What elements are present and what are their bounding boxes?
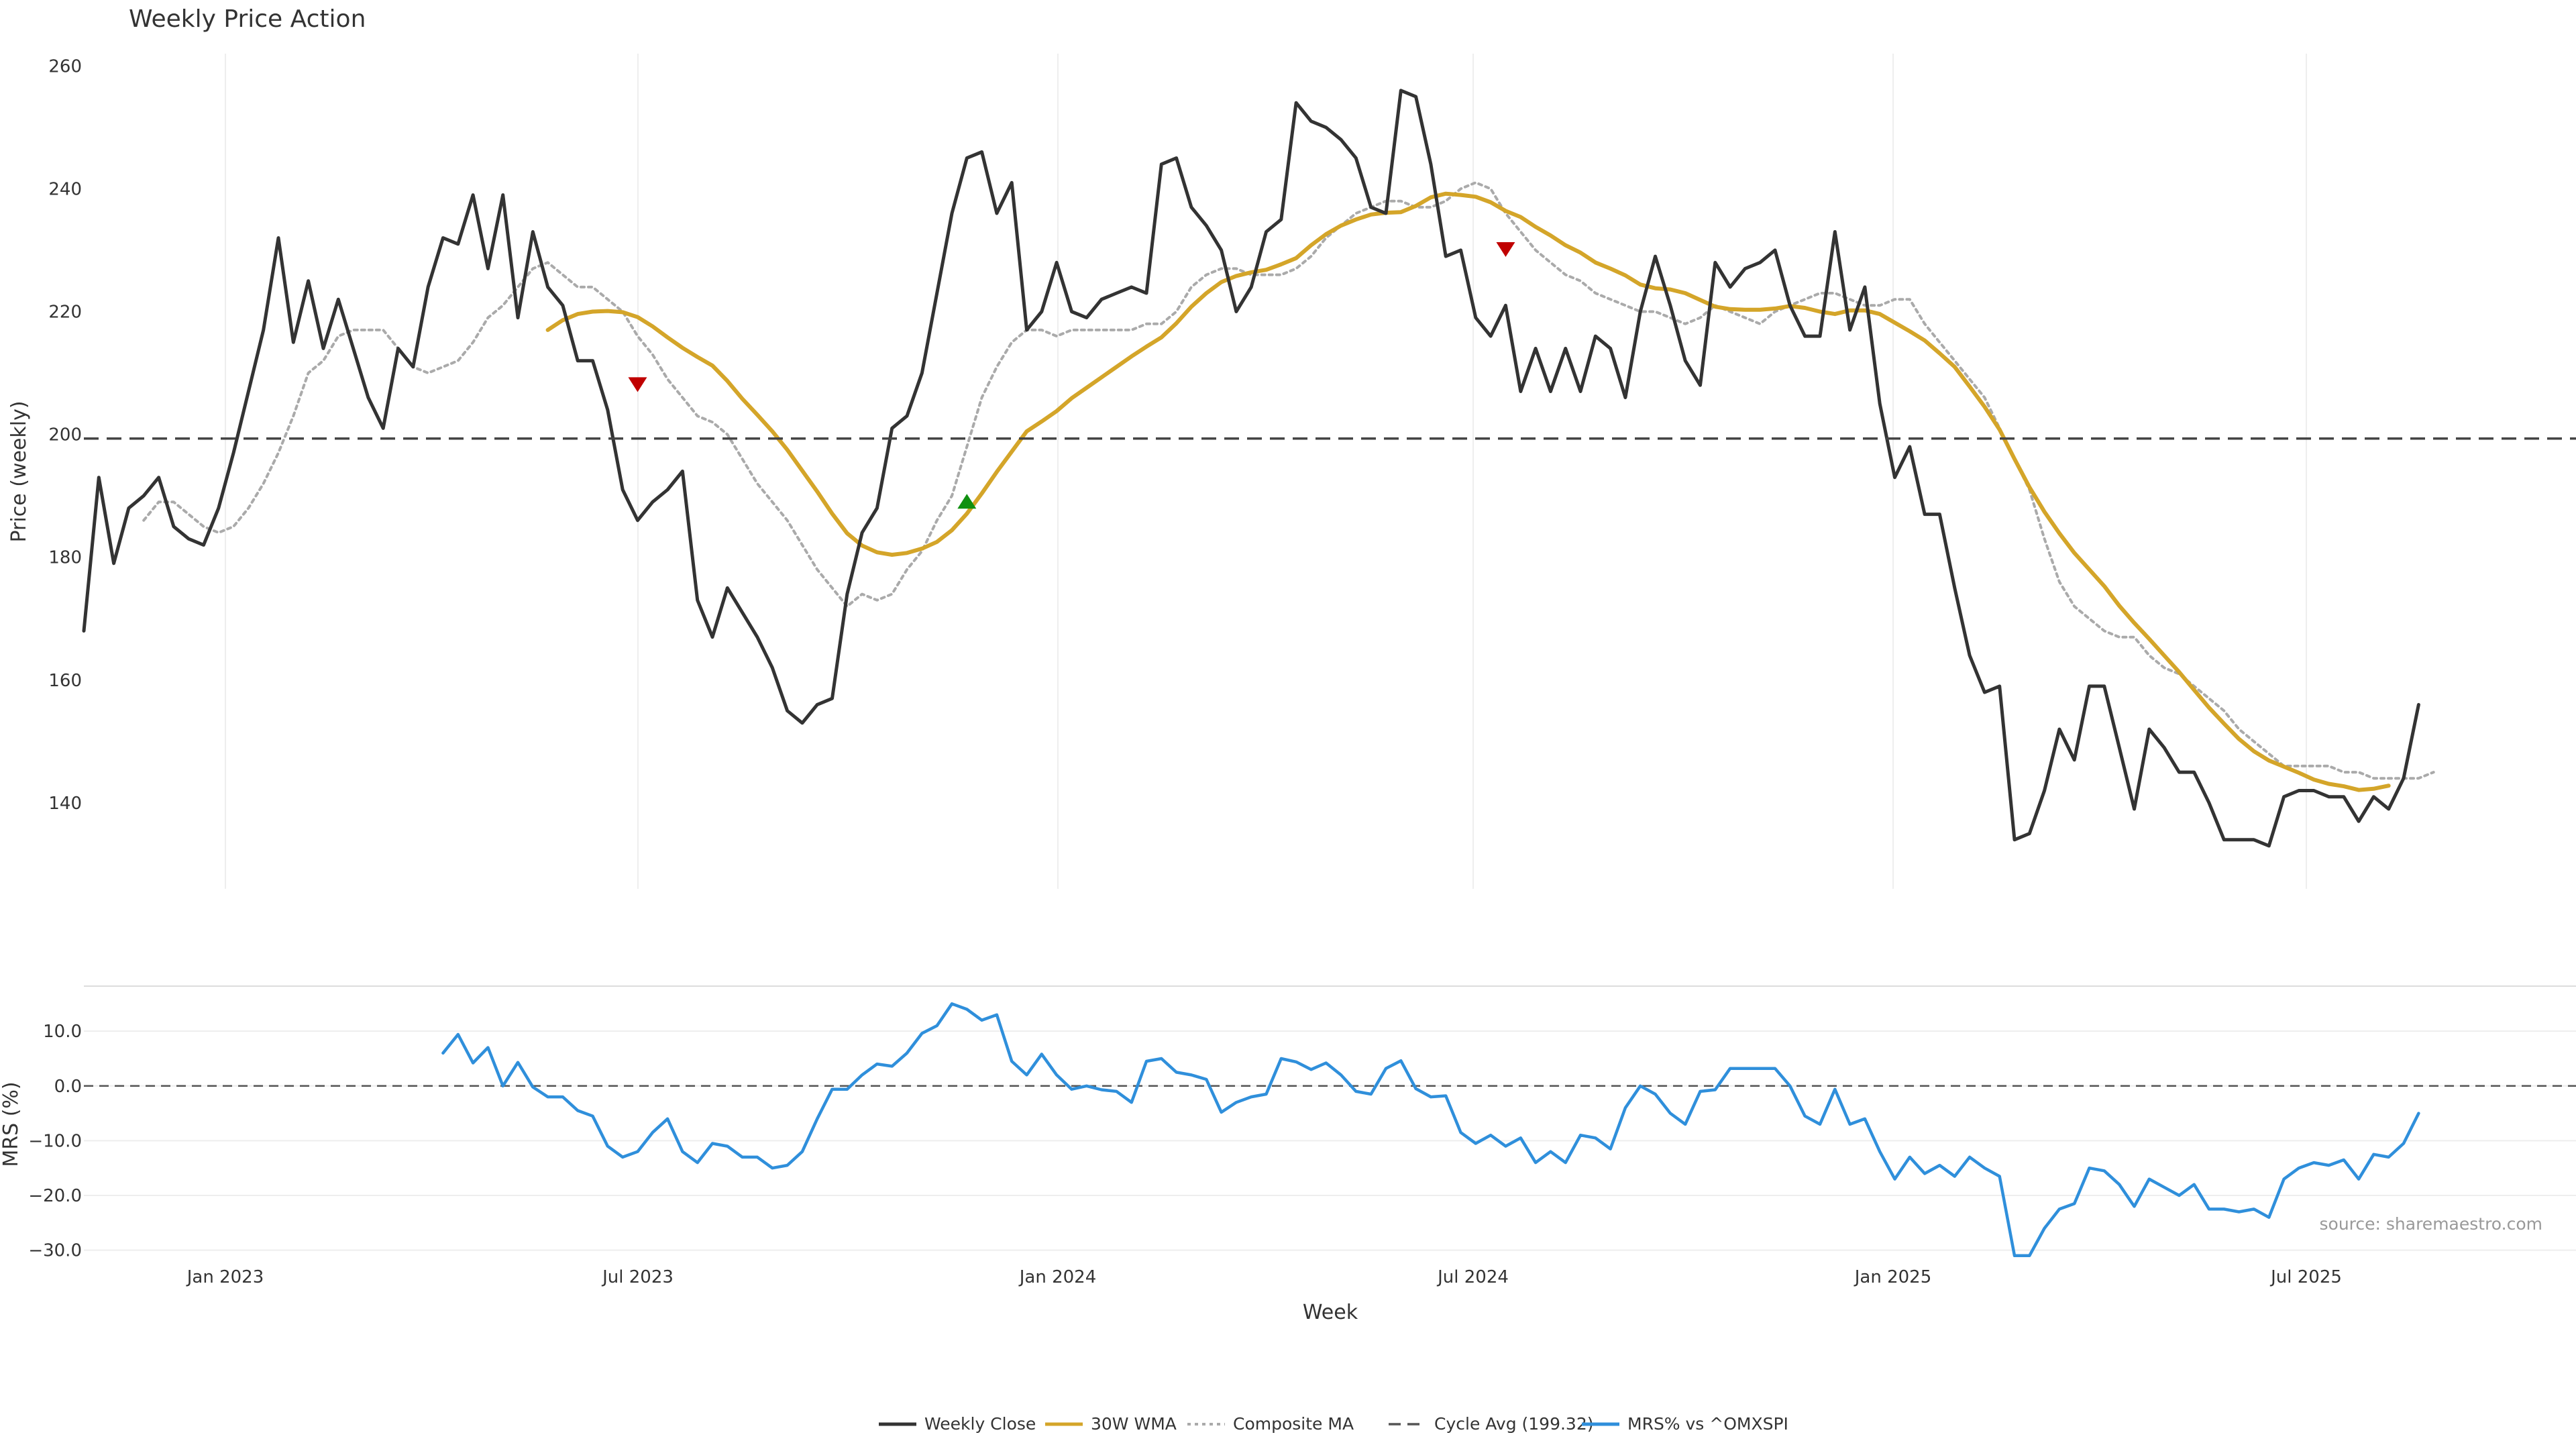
price-y-tick-label: 220: [48, 302, 82, 322]
series-layer: [82, 89, 2576, 1258]
price-y-tick-label: 160: [48, 671, 82, 691]
mrs-y-tick-label: 0.0: [54, 1077, 82, 1097]
buy-signal-marker: [957, 494, 977, 509]
legend-item: MRS% vs ^OMXSPI: [1582, 1414, 1788, 1434]
price-y-ticks: 140 160 180 200 220 240 260: [48, 56, 82, 814]
x-tick-label: Jan 2023: [186, 1267, 264, 1287]
mrs-line: [441, 1002, 2420, 1258]
legend-item: Cycle Avg (199.32): [1389, 1414, 1594, 1434]
chart-title: Weekly Price Action: [129, 5, 366, 33]
legend-label: Composite MA: [1233, 1414, 1354, 1434]
legend-label: Cycle Avg (199.32): [1434, 1414, 1594, 1434]
mrs-y-tick-label: −30.0: [28, 1241, 82, 1261]
x-axis-label: Week: [1303, 1301, 1358, 1324]
x-tick-label: Jul 2025: [2269, 1267, 2342, 1287]
mrs-y-tick-label: −20.0: [28, 1186, 82, 1206]
legend: Weekly Close 30W WMA Composite MA Cycle Avg…: [879, 1414, 1788, 1434]
mrs-y-tick-label: 10.0: [43, 1022, 82, 1042]
price-y-tick-label: 140: [48, 794, 82, 814]
x-ticks: Jan 2023 Jul 2023 Jan 2024 Jul 2024 Jan 2025…: [186, 1267, 2342, 1287]
price-y-tick-label: 260: [48, 56, 82, 76]
legend-label: MRS% vs ^OMXSPI: [1627, 1414, 1788, 1434]
x-tick-label: Jan 2025: [1854, 1267, 1932, 1287]
legend-item: 30W WMA: [1045, 1414, 1177, 1434]
price-y-tick-label: 180: [48, 548, 82, 568]
weekly-close-line: [82, 89, 2420, 848]
mrs-y-ticks: −30.0 −20.0 −10.0 0.0 10.0: [28, 1022, 82, 1261]
source-note: source: sharemaestro.com: [2320, 1214, 2543, 1234]
price-y-tick-label: 200: [48, 425, 82, 445]
price-y-tick-label: 240: [48, 179, 82, 199]
x-tick-label: Jul 2024: [1436, 1267, 1509, 1287]
x-tick-label: Jul 2023: [601, 1267, 674, 1287]
legend-item: Weekly Close: [879, 1414, 1036, 1434]
mrs-y-axis-label: MRS (%): [0, 1081, 23, 1167]
x-tick-label: Jan 2024: [1018, 1267, 1097, 1287]
signal-layer: [628, 241, 1515, 509]
wma-30w-line: [545, 191, 2391, 792]
price-y-axis-label: Price (weekly): [7, 400, 31, 542]
legend-label: Weekly Close: [924, 1414, 1036, 1434]
legend-item: Composite MA: [1187, 1414, 1354, 1434]
sell-signal-marker: [628, 377, 647, 392]
legend-label: 30W WMA: [1091, 1414, 1177, 1434]
sell-signal-marker: [1496, 241, 1515, 257]
mrs-y-tick-label: −10.0: [28, 1131, 82, 1151]
